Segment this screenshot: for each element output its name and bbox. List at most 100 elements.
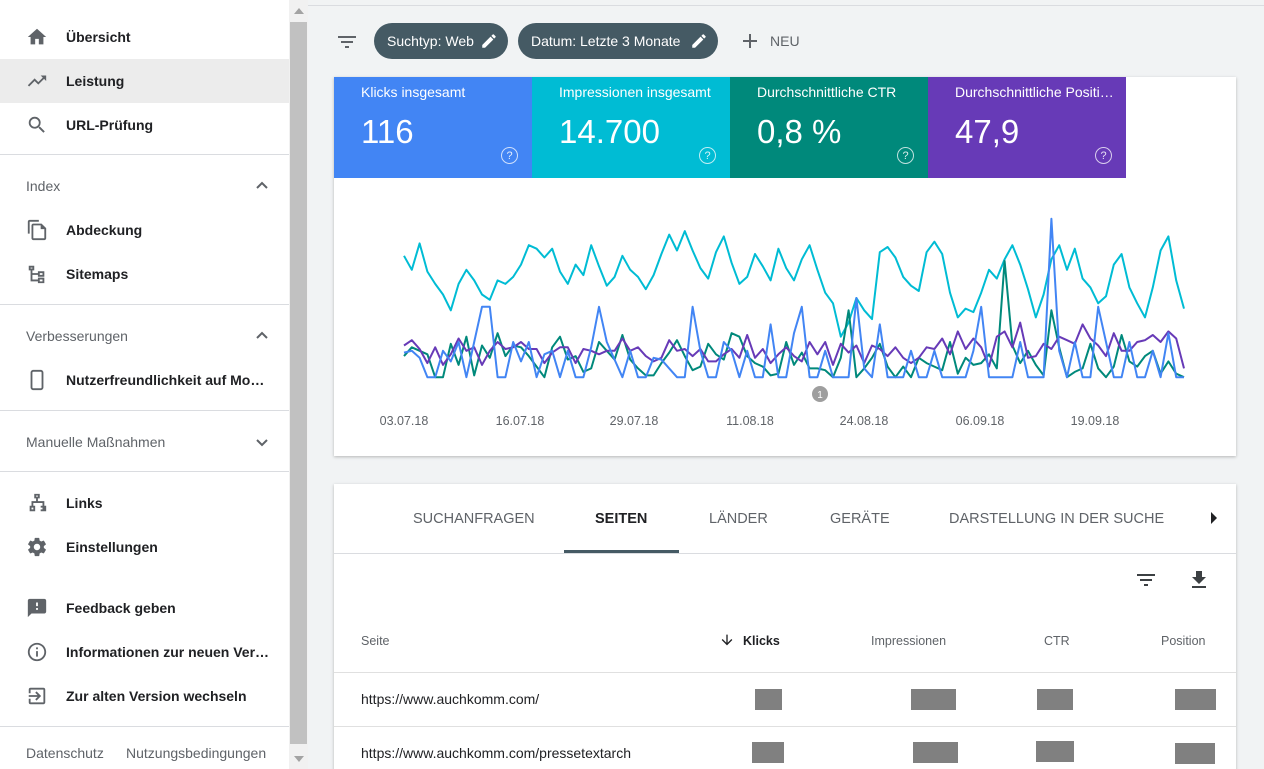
chevron-down-icon (254, 434, 270, 450)
date-range-chip[interactable]: Datum: Letzte 3 Monate (518, 23, 718, 59)
sidebar-section-label: Verbesserungen (26, 328, 128, 344)
sort-descending-icon (721, 634, 733, 645)
sidebar-item-label: URL-Prüfung (66, 117, 154, 133)
sidebar-item-url-inspection[interactable]: URL-Prüfung (0, 103, 289, 147)
scroll-up-arrow[interactable] (289, 4, 308, 18)
help-icon[interactable]: ? (897, 147, 914, 164)
sidebar-item-mobile-usability[interactable]: Nutzerfreundlichkeit auf Mo… (0, 358, 289, 402)
metric-value: 0,8 % (757, 113, 842, 150)
table-filter-icon[interactable] (1134, 568, 1158, 592)
row-divider (334, 672, 1236, 673)
table-row-url[interactable]: https://www.auchkomm.com/pressetextarch (361, 745, 631, 761)
sidebar-section-index[interactable]: Index (0, 171, 289, 201)
sidebar-item-overview[interactable]: Übersicht (0, 15, 289, 59)
x-axis-tick-label: 19.09.18 (1071, 414, 1120, 428)
x-axis-tick-label: 16.07.18 (496, 414, 545, 428)
chart-annotation[interactable]: 1 (812, 386, 828, 402)
sidebar-item-performance[interactable]: Leistung (0, 59, 289, 103)
sidebar-item-old-version[interactable]: Zur alten Version wechseln (0, 674, 289, 718)
sidebar-divider (0, 304, 289, 305)
redacted-value (911, 689, 956, 710)
sidebar-item-label: Übersicht (66, 29, 131, 45)
sidebar-item-label: Links (66, 495, 103, 511)
x-axis-tick-label: 29.07.18 (610, 414, 659, 428)
tabs-divider (334, 553, 1236, 554)
sidebar-item-label: Leistung (66, 73, 125, 89)
privacy-link[interactable]: Datenschutz (26, 745, 104, 761)
x-axis-tick-label: 03.07.18 (380, 414, 429, 428)
performance-chart-card: Klicks insgesamt 116 ? Impressionen insg… (334, 77, 1236, 456)
sidebar-section-enhancements[interactable]: Verbesserungen (0, 321, 289, 351)
pencil-icon (480, 32, 498, 50)
help-icon[interactable]: ? (1095, 147, 1112, 164)
column-header-label: Klicks (743, 634, 780, 648)
sidebar: Übersicht Leistung URL-Prüfung Index Abd… (0, 0, 289, 769)
performance-line-chart[interactable]: 03.07.18 16.07.18 29.07.18 11.08.18 24.08.18… (334, 178, 1236, 456)
redacted-value (1037, 689, 1073, 710)
annotation-marker (812, 386, 828, 402)
column-header-ctr[interactable]: CTR (1044, 634, 1070, 648)
sidebar-divider (0, 726, 289, 727)
tab-search-appearance[interactable]: DARSTELLUNG IN DER SUCHE (949, 510, 1165, 527)
results-table-card: SUCHANFRAGEN SEITEN LÄNDER GERÄTE DARSTE… (334, 484, 1236, 769)
redacted-value (752, 742, 784, 763)
metric-label: Klicks insgesamt (361, 84, 466, 100)
help-icon[interactable]: ? (699, 147, 716, 164)
metric-value: 14.700 (559, 113, 660, 150)
trending-up-icon (26, 70, 48, 92)
download-icon[interactable] (1187, 568, 1211, 592)
column-header-impressions[interactable]: Impressionen (871, 634, 947, 648)
chart-series-line-0 (403, 230, 1185, 338)
metric-average-position[interactable]: Durchschnittliche Positi… 47,9 ? (928, 77, 1126, 178)
tab-countries[interactable]: LÄNDER (709, 510, 768, 527)
info-icon (26, 641, 48, 663)
metric-average-ctr[interactable]: Durchschnittliche CTR 0,8 % ? (730, 77, 928, 178)
sidebar-item-feedback[interactable]: Feedback geben (0, 586, 289, 630)
sidebar-item-coverage[interactable]: Abdeckung (0, 208, 289, 252)
sidebar-item-label: Informationen zur neuen Ver… (66, 644, 270, 660)
sidebar-item-label: Nutzerfreundlichkeit auf Mo… (66, 372, 265, 388)
sidebar-scrollbar[interactable] (289, 0, 308, 769)
sidebar-item-settings[interactable]: Einstellungen (0, 525, 289, 569)
sidebar-item-label: Feedback geben (66, 600, 176, 616)
sidebar-item-info[interactable]: Informationen zur neuen Ver… (0, 630, 289, 674)
column-header-page[interactable]: Seite (361, 634, 390, 648)
home-icon (26, 26, 48, 48)
sidebar-section-manual-actions[interactable]: Manuelle Maßnahmen (0, 427, 289, 457)
links-icon (26, 492, 48, 514)
chevron-up-icon (254, 178, 270, 194)
chip-label: Suchtyp: Web (387, 33, 474, 49)
scrollbar-thumb[interactable] (290, 22, 307, 744)
terms-link[interactable]: Nutzungsbedingungen (126, 745, 267, 761)
redacted-value (1175, 743, 1215, 764)
metric-total-impressions[interactable]: Impressionen insgesamt 14.700 ? (532, 77, 730, 178)
tab-queries[interactable]: SUCHANFRAGEN (413, 510, 535, 527)
sidebar-item-links[interactable]: Links (0, 481, 289, 525)
scroll-down-arrow[interactable] (289, 752, 308, 766)
tab-pages[interactable]: SEITEN (595, 510, 648, 527)
metric-total-clicks[interactable]: Klicks insgesamt 116 ? (334, 77, 532, 178)
chip-label: Datum: Letzte 3 Monate (531, 33, 681, 49)
column-header-clicks[interactable]: Klicks (719, 634, 780, 648)
metric-value: 116 (361, 113, 414, 150)
sidebar-section-label: Manuelle Maßnahmen (26, 434, 166, 450)
metric-label: Durchschnittliche CTR (757, 84, 897, 100)
copy-icon (26, 219, 48, 241)
smartphone-icon (26, 369, 48, 391)
tab-devices[interactable]: GERÄTE (830, 510, 890, 527)
table-row-url[interactable]: https://www.auchkomm.com/ (361, 691, 540, 707)
search-icon (26, 114, 48, 136)
metric-label: Impressionen insgesamt (559, 84, 711, 100)
help-icon[interactable]: ? (501, 147, 518, 164)
redacted-value (755, 689, 782, 710)
new-filter-button[interactable]: NEU (738, 28, 800, 54)
sidebar-divider (0, 410, 289, 411)
filter-icon[interactable] (335, 30, 359, 54)
search-type-chip[interactable]: Suchtyp: Web (374, 23, 508, 59)
redacted-value (913, 742, 958, 763)
pencil-icon (690, 32, 708, 50)
redacted-value (1036, 741, 1074, 762)
column-header-position[interactable]: Position (1161, 634, 1206, 648)
tabs-next-arrow-icon[interactable] (1211, 512, 1217, 524)
sidebar-item-sitemaps[interactable]: Sitemaps (0, 252, 289, 296)
